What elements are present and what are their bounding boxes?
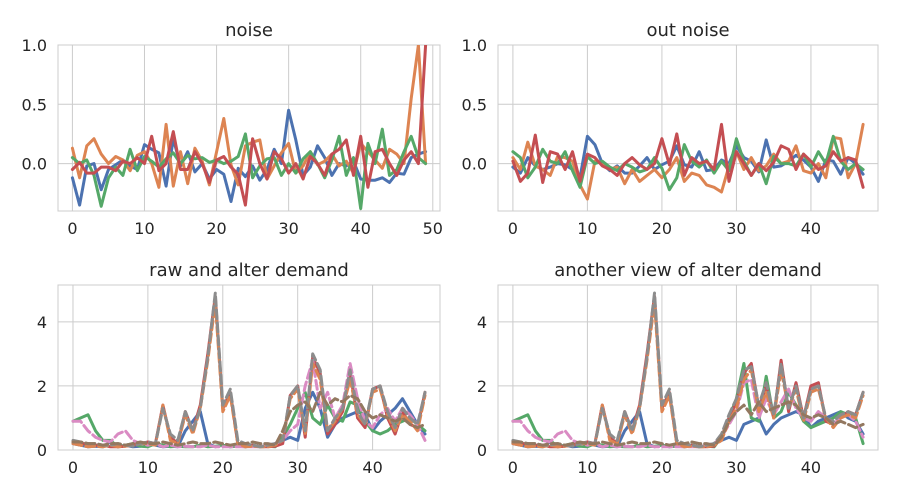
series-line <box>70 127 428 211</box>
plot-area <box>497 44 879 212</box>
series-group <box>511 122 865 201</box>
x-tick-label: 20 <box>206 219 226 238</box>
y-tick-label: 0.5 <box>462 95 487 114</box>
plot-area <box>497 284 879 451</box>
x-tick-label: 50 <box>423 219 443 238</box>
x-tick-label: 20 <box>213 458 233 477</box>
x-tick-label: 30 <box>726 458 746 477</box>
subplot-another-view-of-alter-demand: 0 10 20 30 40 0 2 4 another view of alter demand <box>477 260 879 477</box>
x-tick-label: 0 <box>508 219 518 238</box>
plot-area <box>57 284 441 451</box>
y-tick-label: 2 <box>37 377 47 396</box>
x-tick-label: 40 <box>362 458 382 477</box>
y-tick-label: 0 <box>37 441 47 460</box>
subplot-title: another view of alter demand <box>554 260 822 281</box>
series-line <box>71 390 427 447</box>
x-tick-label: 40 <box>801 219 821 238</box>
x-tick-label: 30 <box>288 458 308 477</box>
x-tick-label: 30 <box>278 219 298 238</box>
subplot-noise: 0 10 20 30 40 50 0.0 0.5 1.0 noise <box>22 20 443 238</box>
x-tick-label: 10 <box>138 458 158 477</box>
y-tick-label: 0 <box>477 441 487 460</box>
y-tick-label: 0.0 <box>462 155 487 174</box>
subplot-raw-and-alter-demand: 0 10 20 30 40 0 2 4 raw and alter demand <box>37 260 441 477</box>
y-tick-label: 4 <box>477 313 487 332</box>
series-group <box>71 291 427 449</box>
series-line <box>70 45 428 207</box>
y-tick-label: 2 <box>477 377 487 396</box>
series-line <box>511 122 865 189</box>
subplot-title: out noise <box>646 20 729 41</box>
x-tick-label: 0 <box>68 458 78 477</box>
subplot-title: noise <box>225 20 273 41</box>
x-tick-label: 10 <box>577 219 597 238</box>
y-tick-label: 0.0 <box>22 155 47 174</box>
y-tick-label: 4 <box>37 313 47 332</box>
x-tick-label: 20 <box>652 219 672 238</box>
series-group <box>511 291 865 449</box>
x-tick-label: 40 <box>351 219 371 238</box>
x-tick-label: 10 <box>134 219 154 238</box>
series-line <box>511 400 865 447</box>
y-tick-label: 0.5 <box>22 95 47 114</box>
x-tick-label: 30 <box>726 219 746 238</box>
y-tick-label: 1.0 <box>22 36 47 55</box>
series-line <box>71 291 427 449</box>
series-line <box>511 122 865 201</box>
x-tick-label: 0 <box>508 458 518 477</box>
x-tick-label: 40 <box>801 458 821 477</box>
subplot-title: raw and alter demand <box>149 260 349 281</box>
x-tick-label: 0 <box>67 219 77 238</box>
series-group <box>70 45 428 211</box>
y-tick-label: 1.0 <box>462 36 487 55</box>
x-tick-label: 20 <box>652 458 672 477</box>
x-tick-label: 10 <box>577 458 597 477</box>
series-line <box>511 291 865 449</box>
subplot-out-noise: 0 10 20 30 40 0.0 0.5 1.0 out noise <box>462 20 879 238</box>
